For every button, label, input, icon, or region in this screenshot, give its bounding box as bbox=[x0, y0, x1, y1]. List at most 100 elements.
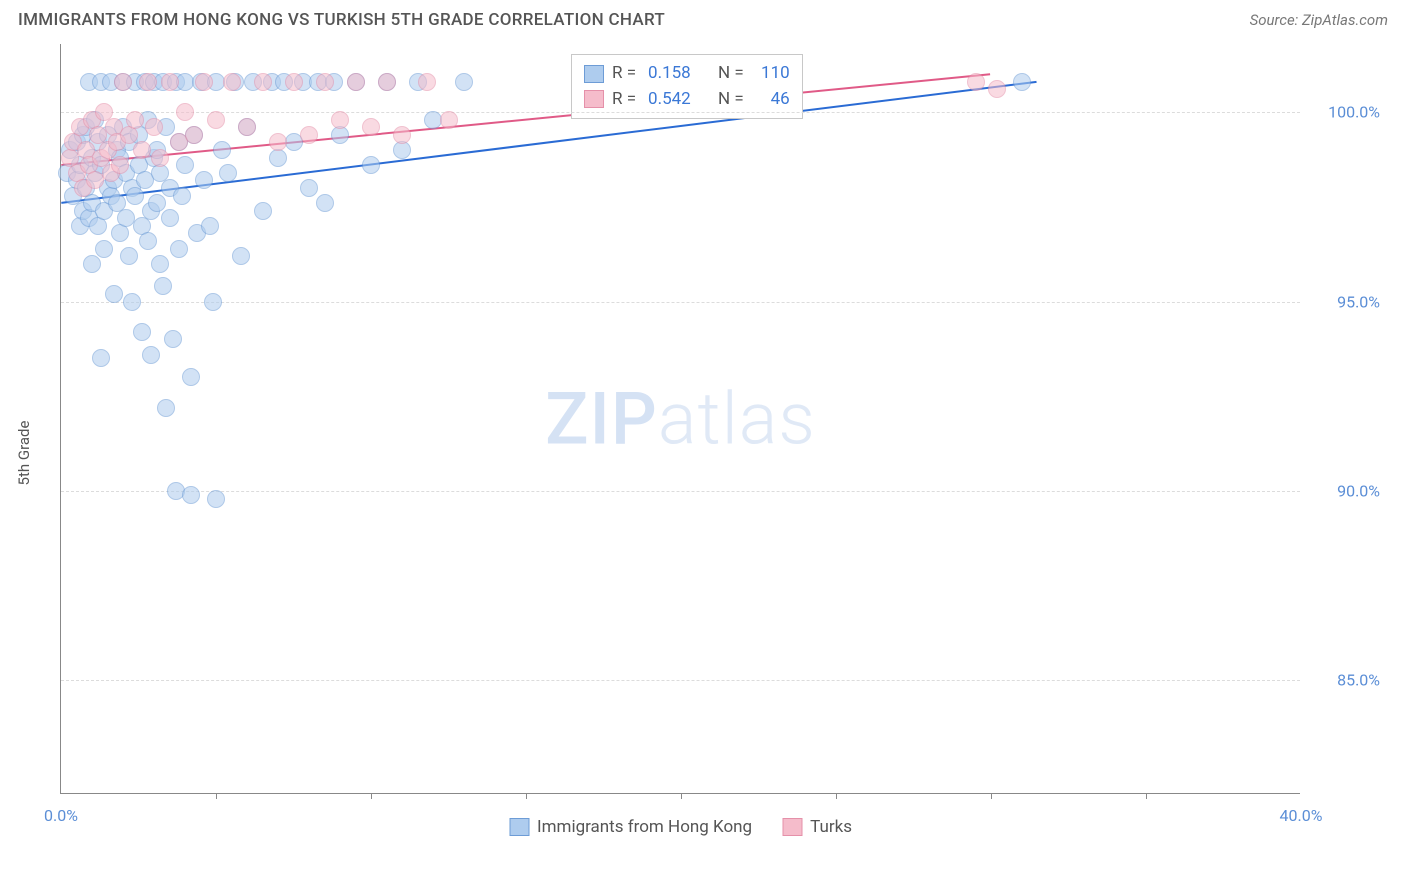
n-value: 46 bbox=[752, 87, 790, 113]
x-tick-mark bbox=[681, 793, 682, 799]
scatter-point bbox=[123, 293, 141, 311]
scatter-point bbox=[213, 141, 231, 159]
scatter-point bbox=[120, 247, 138, 265]
x-tick-mark bbox=[1146, 793, 1147, 799]
scatter-point bbox=[126, 187, 144, 205]
scatter-point bbox=[988, 80, 1006, 98]
scatter-point bbox=[114, 73, 132, 91]
scatter-point bbox=[238, 118, 256, 136]
scatter-point bbox=[223, 73, 241, 91]
scatter-point bbox=[164, 330, 182, 348]
scatter-point bbox=[176, 156, 194, 174]
r-value: 0.542 bbox=[648, 87, 704, 113]
legend-swatch bbox=[509, 818, 529, 836]
scatter-point bbox=[378, 73, 396, 91]
n-value: 110 bbox=[752, 61, 790, 87]
scatter-point bbox=[195, 171, 213, 189]
legend-row: R = 0.158 N = 110 bbox=[584, 61, 790, 87]
chart-title: IMMIGRANTS FROM HONG KONG VS TURKISH 5TH… bbox=[18, 10, 665, 30]
grid-line bbox=[61, 302, 1300, 303]
n-label: N = bbox=[718, 87, 744, 113]
scatter-point bbox=[173, 187, 191, 205]
scatter-point bbox=[133, 323, 151, 341]
scatter-point bbox=[219, 164, 237, 182]
scatter-point bbox=[362, 156, 380, 174]
scatter-point bbox=[182, 368, 200, 386]
scatter-point bbox=[254, 202, 272, 220]
watermark: ZIPatlas bbox=[545, 376, 816, 461]
scatter-point bbox=[139, 232, 157, 250]
scatter-point bbox=[154, 277, 172, 295]
series-legend: Immigrants from Hong Kong Turks bbox=[509, 817, 852, 837]
scatter-point bbox=[300, 179, 318, 197]
scatter-point bbox=[331, 111, 349, 129]
chart-container: 5th Grade ZIPatlas R = 0.158 N = 110 R = 0.54… bbox=[18, 44, 1388, 844]
scatter-point bbox=[440, 111, 458, 129]
legend-swatch bbox=[584, 65, 604, 83]
scatter-point bbox=[161, 73, 179, 91]
scatter-point bbox=[201, 217, 219, 235]
scatter-point bbox=[316, 73, 334, 91]
scatter-point bbox=[285, 73, 303, 91]
r-label: R = bbox=[612, 61, 636, 87]
scatter-point bbox=[111, 156, 129, 174]
y-tick-label: 90.0% bbox=[1310, 481, 1380, 500]
x-tick-mark bbox=[991, 793, 992, 799]
scatter-point bbox=[92, 349, 110, 367]
scatter-point bbox=[157, 399, 175, 417]
x-tick-label: 40.0% bbox=[1280, 806, 1323, 825]
n-label: N = bbox=[718, 61, 744, 87]
y-tick-label: 95.0% bbox=[1310, 292, 1380, 311]
legend-swatch bbox=[782, 818, 802, 836]
scatter-point bbox=[269, 133, 287, 151]
scatter-point bbox=[145, 118, 163, 136]
scatter-point bbox=[83, 255, 101, 273]
scatter-point bbox=[1013, 73, 1031, 91]
scatter-point bbox=[362, 118, 380, 136]
stats-legend: R = 0.158 N = 110 R = 0.542 N = 46 bbox=[571, 54, 803, 119]
x-tick-mark bbox=[526, 793, 527, 799]
scatter-point bbox=[418, 73, 436, 91]
scatter-point bbox=[232, 247, 250, 265]
scatter-point bbox=[254, 73, 272, 91]
scatter-point bbox=[142, 346, 160, 364]
x-tick-mark bbox=[836, 793, 837, 799]
source-label: Source: ZipAtlas.com bbox=[1250, 11, 1388, 29]
scatter-point bbox=[316, 194, 334, 212]
y-tick-label: 100.0% bbox=[1310, 103, 1380, 122]
watermark-bold: ZIP bbox=[545, 376, 658, 461]
scatter-point bbox=[139, 73, 157, 91]
legend-label: Immigrants from Hong Kong bbox=[537, 817, 752, 837]
scatter-point bbox=[148, 194, 166, 212]
x-tick-mark bbox=[371, 793, 372, 799]
scatter-point bbox=[151, 149, 169, 167]
scatter-point bbox=[347, 73, 365, 91]
legend-label: Turks bbox=[810, 817, 852, 837]
scatter-point bbox=[95, 240, 113, 258]
r-label: R = bbox=[612, 87, 636, 113]
legend-item: Turks bbox=[782, 817, 852, 837]
scatter-point bbox=[185, 126, 203, 144]
scatter-point bbox=[967, 73, 985, 91]
x-tick-label: 0.0% bbox=[44, 806, 78, 825]
plot-area: ZIPatlas R =0.158N =110R =0.542N =46 Imm… bbox=[60, 44, 1300, 794]
legend-item: Immigrants from Hong Kong bbox=[509, 817, 752, 837]
scatter-point bbox=[207, 490, 225, 508]
r-value: 0.158 bbox=[648, 61, 704, 87]
scatter-point bbox=[126, 111, 144, 129]
legend-row: R = 0.542 N = 46 bbox=[584, 87, 790, 113]
scatter-point bbox=[207, 111, 225, 129]
scatter-point bbox=[300, 126, 318, 144]
scatter-point bbox=[151, 255, 169, 273]
scatter-point bbox=[195, 73, 213, 91]
scatter-point bbox=[105, 285, 123, 303]
scatter-point bbox=[161, 209, 179, 227]
x-tick-mark bbox=[216, 793, 217, 799]
y-axis-label: 5th Grade bbox=[15, 421, 33, 486]
scatter-point bbox=[455, 73, 473, 91]
grid-line bbox=[61, 680, 1300, 681]
legend-swatch bbox=[584, 90, 604, 108]
scatter-point bbox=[204, 293, 222, 311]
grid-line bbox=[61, 112, 1300, 113]
grid-line bbox=[61, 491, 1300, 492]
